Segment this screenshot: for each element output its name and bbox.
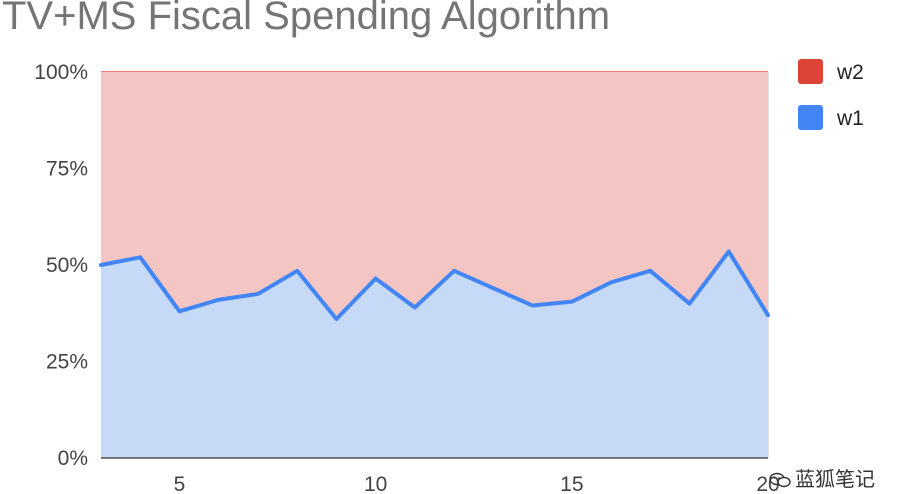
x-tick-label: 10 [364,473,387,494]
y-tick-label: 0% [58,447,88,470]
y-tick-label: 100% [34,61,88,84]
area-w2 [101,72,768,320]
y-tick-label: 25% [46,351,88,374]
x-tick-label: 15 [560,473,583,494]
chart-title: TV+MS Fiscal Spending Algorithm [2,0,611,38]
series-line-w1 [99,249,770,322]
area-w1 [101,251,768,458]
wechat-icon [769,472,791,488]
legend-label-w2: w2 [836,61,864,84]
watermark-text: 蓝狐笔记 [795,467,875,491]
x-tick-label: 5 [174,473,186,494]
watermark: 蓝狐笔记 [769,463,875,492]
legend-swatch-w2 [798,59,823,84]
y-tick-label: 75% [46,158,88,181]
y-tick-label: 50% [46,254,88,277]
legend-label-w1: w1 [836,107,864,130]
legend-swatch-w1 [798,105,823,130]
